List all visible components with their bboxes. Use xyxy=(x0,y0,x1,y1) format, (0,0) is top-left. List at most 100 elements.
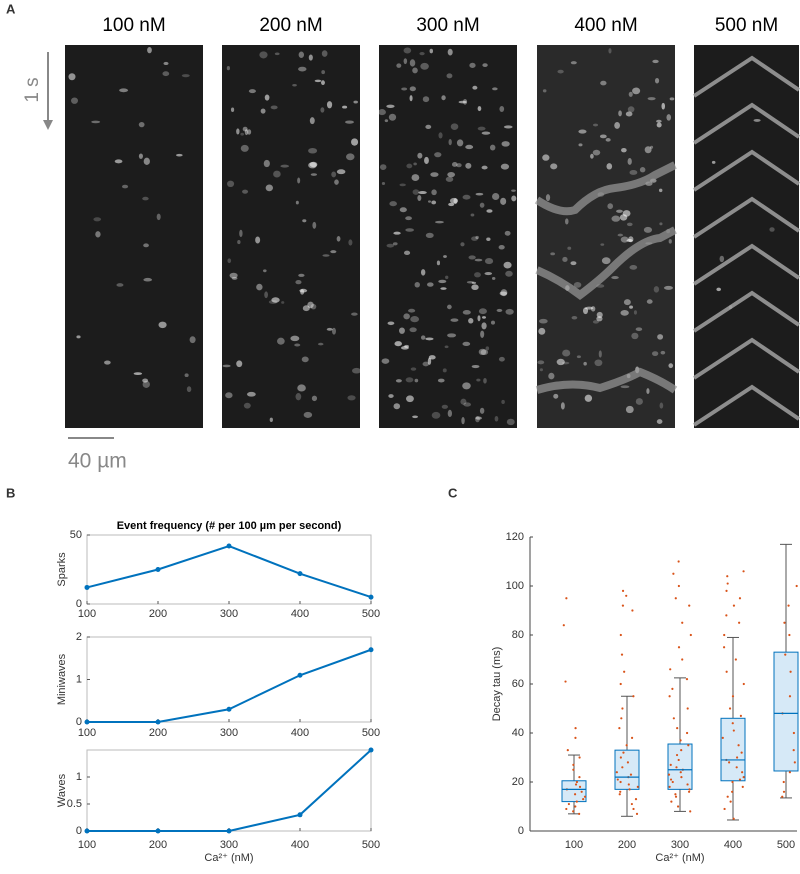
data-point xyxy=(725,614,728,617)
spot xyxy=(163,61,169,66)
spot xyxy=(381,182,386,186)
spot xyxy=(567,246,572,250)
spot xyxy=(654,77,660,84)
spot xyxy=(119,88,129,93)
spot xyxy=(471,284,479,291)
spot xyxy=(269,417,273,423)
spot xyxy=(500,197,507,205)
spot xyxy=(614,121,621,129)
spot xyxy=(410,367,417,371)
data-point xyxy=(789,670,792,673)
point xyxy=(226,543,232,549)
spot xyxy=(321,80,325,86)
image-label: 100 nM xyxy=(102,15,165,36)
spot xyxy=(264,94,270,101)
data-point xyxy=(722,646,726,649)
spot xyxy=(477,315,481,322)
data-point xyxy=(622,751,625,754)
spot xyxy=(348,239,353,246)
data-point xyxy=(732,729,735,732)
data-point xyxy=(689,810,692,813)
data-point xyxy=(726,795,729,798)
spot xyxy=(503,261,512,269)
data-point xyxy=(677,646,681,649)
spot xyxy=(652,59,659,64)
spot xyxy=(417,195,422,201)
spot xyxy=(470,213,475,217)
spot xyxy=(71,97,78,104)
spot xyxy=(409,95,413,102)
spot xyxy=(310,173,318,176)
spot xyxy=(294,343,301,347)
data-point xyxy=(618,793,621,796)
spot xyxy=(486,209,493,213)
spot xyxy=(480,330,485,338)
x-tick-label: 400 xyxy=(724,839,742,851)
spot xyxy=(466,280,474,284)
spot xyxy=(427,357,432,365)
spot xyxy=(477,126,486,131)
spot xyxy=(133,372,143,375)
spot xyxy=(571,316,578,320)
data-point xyxy=(625,744,628,747)
spot xyxy=(308,162,317,169)
spot xyxy=(646,388,650,395)
spot xyxy=(711,160,716,164)
spot xyxy=(626,222,633,227)
spot xyxy=(561,361,570,365)
spot xyxy=(237,240,241,245)
spot xyxy=(492,87,498,91)
spot xyxy=(312,221,317,229)
spot xyxy=(481,316,487,319)
spot xyxy=(236,360,243,368)
spot xyxy=(573,282,582,288)
spot xyxy=(295,200,299,205)
spot xyxy=(298,66,307,72)
spot xyxy=(474,272,481,278)
spot xyxy=(281,301,285,304)
spot xyxy=(481,165,488,170)
spot xyxy=(342,105,348,109)
data-point xyxy=(725,589,728,593)
spot xyxy=(494,415,499,422)
spot xyxy=(503,125,513,129)
spot xyxy=(716,287,721,292)
spot xyxy=(229,272,238,279)
spot xyxy=(456,139,464,147)
spot xyxy=(326,327,333,331)
spot xyxy=(631,332,639,340)
box xyxy=(773,651,799,772)
point xyxy=(226,706,232,712)
x-tick-label: 100 xyxy=(78,839,96,851)
point xyxy=(84,584,90,590)
data-point xyxy=(628,788,631,791)
y-axis-label: Sparks xyxy=(56,552,68,587)
spot xyxy=(449,197,459,204)
spot xyxy=(456,163,462,168)
spot xyxy=(104,360,111,365)
spot xyxy=(461,417,465,425)
spot xyxy=(68,73,76,81)
data-point xyxy=(792,731,795,735)
spot xyxy=(565,218,569,225)
x-tick-label: 400 xyxy=(291,727,309,739)
spot xyxy=(441,404,448,409)
spot xyxy=(226,65,230,71)
spot xyxy=(480,349,489,356)
data-point xyxy=(574,736,577,740)
spot xyxy=(388,394,394,398)
spot xyxy=(302,305,310,312)
time-scale-label: 1 s xyxy=(22,77,43,102)
data-point xyxy=(723,807,726,811)
spot xyxy=(539,318,548,324)
data-point xyxy=(574,805,577,808)
data-point xyxy=(672,717,675,720)
data-point xyxy=(783,621,786,624)
spot xyxy=(462,382,471,390)
spot xyxy=(301,356,309,363)
spot xyxy=(424,156,429,165)
box xyxy=(720,717,746,782)
panel-label: C xyxy=(448,485,458,500)
spot xyxy=(479,202,485,208)
